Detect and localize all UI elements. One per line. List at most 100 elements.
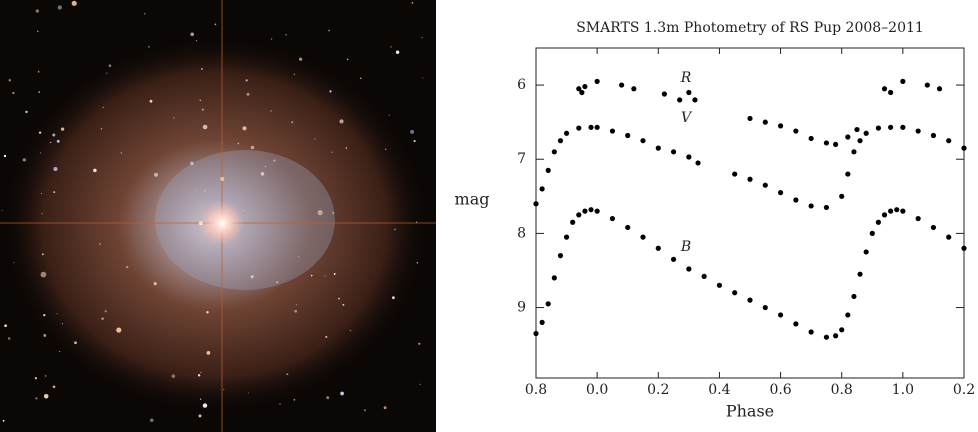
data-point bbox=[845, 312, 850, 317]
star bbox=[150, 419, 154, 423]
data-point bbox=[809, 203, 814, 208]
data-point bbox=[876, 125, 881, 130]
data-point bbox=[876, 220, 881, 225]
star bbox=[315, 138, 316, 139]
star bbox=[13, 262, 14, 263]
data-point bbox=[900, 79, 905, 84]
data-point bbox=[845, 134, 850, 139]
data-point bbox=[900, 209, 905, 214]
star bbox=[3, 420, 5, 422]
data-point bbox=[793, 321, 798, 326]
series-label: B bbox=[680, 239, 691, 255]
star bbox=[412, 2, 414, 4]
data-point bbox=[931, 225, 936, 230]
star bbox=[35, 377, 37, 379]
data-point bbox=[888, 90, 893, 95]
data-point bbox=[582, 84, 587, 89]
star bbox=[8, 337, 11, 340]
data-point bbox=[570, 220, 575, 225]
data-point bbox=[662, 91, 667, 96]
star bbox=[360, 77, 362, 79]
data-point bbox=[833, 142, 838, 147]
star bbox=[74, 341, 77, 344]
data-point bbox=[546, 168, 551, 173]
data-point bbox=[558, 138, 563, 143]
star bbox=[2, 210, 3, 211]
star bbox=[215, 23, 217, 25]
data-point bbox=[882, 212, 887, 217]
star bbox=[93, 169, 97, 173]
data-point bbox=[546, 301, 551, 306]
star bbox=[4, 324, 7, 327]
star bbox=[329, 90, 331, 92]
nebula-image bbox=[0, 0, 436, 432]
star bbox=[116, 328, 121, 333]
data-point bbox=[576, 212, 581, 217]
star bbox=[338, 298, 340, 300]
star bbox=[205, 231, 206, 232]
star bbox=[43, 334, 46, 337]
central-star bbox=[200, 201, 244, 245]
star bbox=[223, 389, 224, 390]
data-point bbox=[747, 116, 752, 121]
star bbox=[416, 222, 417, 223]
star bbox=[190, 32, 194, 36]
star bbox=[45, 375, 46, 376]
x-tick-label: 0.8 bbox=[831, 382, 853, 398]
data-point bbox=[916, 128, 921, 133]
star bbox=[328, 30, 330, 32]
data-point bbox=[732, 290, 737, 295]
data-point bbox=[763, 183, 768, 188]
star bbox=[56, 313, 57, 314]
star bbox=[346, 147, 347, 148]
star bbox=[392, 296, 395, 299]
data-point bbox=[833, 333, 838, 338]
star bbox=[200, 100, 201, 101]
figure: SMARTS 1.3m Photometry of RS Pup 2008–20… bbox=[0, 0, 978, 432]
star bbox=[299, 58, 302, 61]
data-point bbox=[677, 97, 682, 102]
data-point bbox=[747, 177, 752, 182]
data-point bbox=[595, 79, 600, 84]
data-point bbox=[610, 128, 615, 133]
star bbox=[72, 1, 77, 6]
star bbox=[200, 372, 201, 373]
star bbox=[326, 396, 329, 399]
star bbox=[343, 304, 345, 306]
star bbox=[339, 119, 343, 123]
data-point bbox=[686, 154, 691, 159]
data-point bbox=[582, 209, 587, 214]
star bbox=[12, 92, 14, 94]
data-point bbox=[916, 216, 921, 221]
plot-frame bbox=[536, 48, 964, 378]
x-tick-label: 0.8 bbox=[525, 382, 547, 398]
star bbox=[105, 310, 107, 312]
star bbox=[318, 210, 323, 215]
data-point bbox=[747, 298, 752, 303]
data-point bbox=[631, 86, 636, 91]
star bbox=[244, 210, 245, 211]
data-point bbox=[925, 82, 930, 87]
star bbox=[106, 73, 107, 74]
star bbox=[251, 146, 254, 149]
star bbox=[198, 374, 200, 376]
star bbox=[271, 38, 272, 39]
star bbox=[35, 397, 37, 399]
data-point bbox=[564, 131, 569, 136]
star bbox=[57, 140, 60, 143]
star bbox=[4, 155, 6, 157]
data-point bbox=[961, 246, 966, 251]
data-point bbox=[778, 190, 783, 195]
star bbox=[53, 385, 56, 388]
data-point bbox=[671, 149, 676, 154]
data-point bbox=[640, 235, 645, 240]
star bbox=[285, 34, 287, 36]
x-tick-label: 0.2 bbox=[647, 382, 669, 398]
star bbox=[238, 143, 240, 145]
star bbox=[42, 253, 44, 255]
star bbox=[173, 117, 174, 118]
star bbox=[206, 311, 208, 313]
star bbox=[384, 406, 387, 409]
star bbox=[38, 91, 39, 92]
star bbox=[37, 31, 38, 32]
